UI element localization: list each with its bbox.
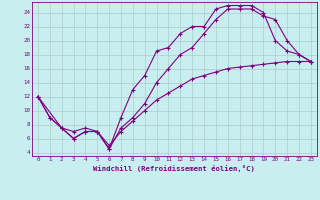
X-axis label: Windchill (Refroidissement éolien,°C): Windchill (Refroidissement éolien,°C) xyxy=(93,165,255,172)
